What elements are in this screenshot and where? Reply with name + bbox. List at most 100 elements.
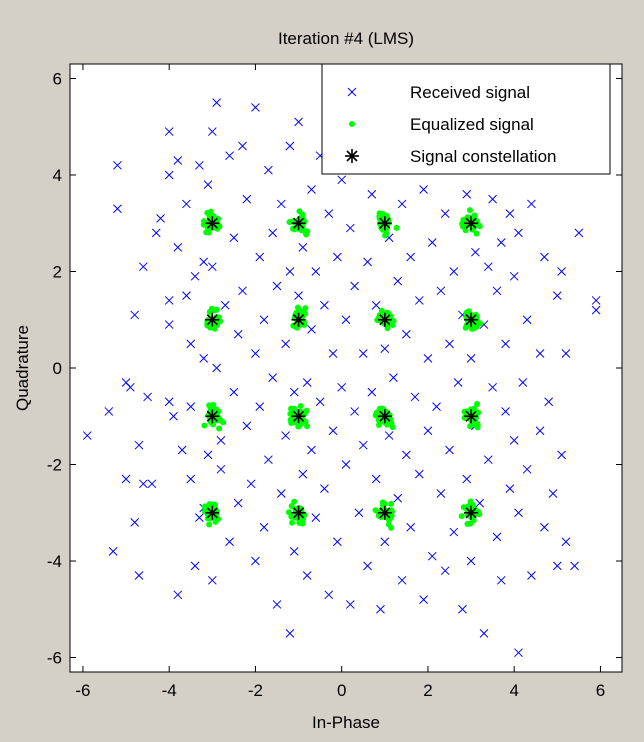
received-signal-point <box>345 223 355 233</box>
received-signal-point <box>380 344 390 354</box>
legend: Received signal Equalized signal Signal co… <box>321 63 611 175</box>
y-tick-label: 4 <box>53 166 62 185</box>
received-signal-point <box>164 397 174 407</box>
signal-constellation-point <box>377 505 392 520</box>
received-signal-point <box>466 556 476 566</box>
equalized-signal-point <box>303 231 310 238</box>
received-signal-point <box>268 373 278 383</box>
equalized-signal-point <box>464 408 471 415</box>
received-signal-point <box>272 600 282 609</box>
equalized-signal-point <box>474 400 481 407</box>
received-signal-point <box>561 349 571 358</box>
received-signal-point <box>540 252 549 262</box>
y-tick-label: -2 <box>47 456 62 475</box>
received-signal-point <box>212 98 221 107</box>
equalized-signal-point <box>204 209 211 216</box>
received-signal-point <box>410 392 420 402</box>
received-signal-point <box>276 489 286 498</box>
received-signal-point <box>238 141 247 151</box>
received-signal-point <box>527 199 536 209</box>
received-signal-point <box>436 489 446 498</box>
received-signal-point <box>501 339 510 349</box>
received-signal-point <box>259 522 269 532</box>
received-signal-point <box>328 426 338 436</box>
received-signal-point <box>358 440 368 450</box>
received-signal-point <box>458 604 467 614</box>
received-signal-point <box>471 247 480 257</box>
received-signal-point <box>483 455 493 465</box>
equalized-signal-point <box>372 412 379 419</box>
received-signal-point <box>402 450 411 460</box>
received-signal-point <box>341 460 351 469</box>
x-tick-label: 2 <box>423 681 432 700</box>
legend-marker-dot <box>349 121 355 127</box>
received-signal-point <box>264 455 273 465</box>
x-tick-label: -6 <box>75 681 90 700</box>
received-signal-point <box>285 267 295 276</box>
received-signal-point <box>264 165 273 175</box>
signal-constellation-point <box>205 505 220 520</box>
received-signal-point <box>496 238 506 247</box>
received-signal-point <box>289 387 299 397</box>
equalized-signal-point <box>460 219 467 226</box>
received-signal-point <box>557 450 566 460</box>
received-signal-point <box>130 518 140 527</box>
received-signal-point <box>376 604 385 614</box>
received-signal-point <box>212 363 221 373</box>
equalized-signal-point <box>458 513 465 520</box>
received-signal-point <box>173 156 183 165</box>
received-signal-point <box>307 325 316 334</box>
received-signal-point <box>225 537 234 547</box>
equalized-signal-point <box>466 207 473 214</box>
received-signal-point <box>574 228 584 238</box>
received-signal-point <box>190 271 200 281</box>
received-signal-point <box>134 571 144 580</box>
received-signal-point <box>406 522 416 532</box>
x-tick-label: -2 <box>248 681 263 700</box>
received-signal-point <box>126 382 135 392</box>
received-signal-point <box>251 349 260 358</box>
received-signal-point <box>462 474 472 484</box>
y-axis-ticks: -6 -4 -2 0 2 4 6 <box>47 69 622 668</box>
signal-constellation-point <box>464 312 479 327</box>
equalized-signal-point <box>213 406 220 413</box>
received-signal-point <box>281 431 290 440</box>
received-signal-point <box>414 469 424 479</box>
received-signal-point <box>427 551 437 561</box>
y-tick-label: 6 <box>53 69 62 88</box>
received-signal-point <box>289 547 299 556</box>
received-signal-point <box>134 440 144 450</box>
received-signal-point <box>186 474 196 484</box>
received-signal-point <box>255 402 265 411</box>
received-signal-point <box>195 513 204 522</box>
received-signal-point <box>492 532 502 542</box>
x-tick-label: 4 <box>509 681 518 700</box>
received-signal-point <box>488 382 497 392</box>
received-signal-point <box>169 411 178 421</box>
received-signal-point <box>216 436 226 445</box>
legend-box <box>321 63 611 175</box>
received-signal-point <box>233 329 243 339</box>
equalized-signal-point <box>206 521 213 528</box>
received-signal-point <box>557 267 566 276</box>
received-signal-point <box>199 353 209 363</box>
received-signal-point <box>108 547 118 556</box>
equalized-signal-point <box>382 232 389 239</box>
received-signal-point <box>393 276 403 286</box>
received-signal-point <box>527 571 536 580</box>
received-signal-point <box>294 291 303 300</box>
received-signal-point <box>147 479 157 489</box>
legend-marker-star <box>345 149 359 163</box>
received-signal-point <box>186 402 196 411</box>
received-signal-point <box>285 629 295 638</box>
received-signal-point <box>436 286 446 296</box>
received-signal-point <box>229 387 239 397</box>
received-signal-point <box>427 238 437 247</box>
equalized-signal-point <box>477 320 484 327</box>
received-signal-point <box>151 228 161 238</box>
received-signal-point <box>302 378 312 387</box>
equalized-signal-point <box>471 405 478 412</box>
received-signal-point <box>242 421 252 431</box>
received-signal-point <box>518 378 528 387</box>
